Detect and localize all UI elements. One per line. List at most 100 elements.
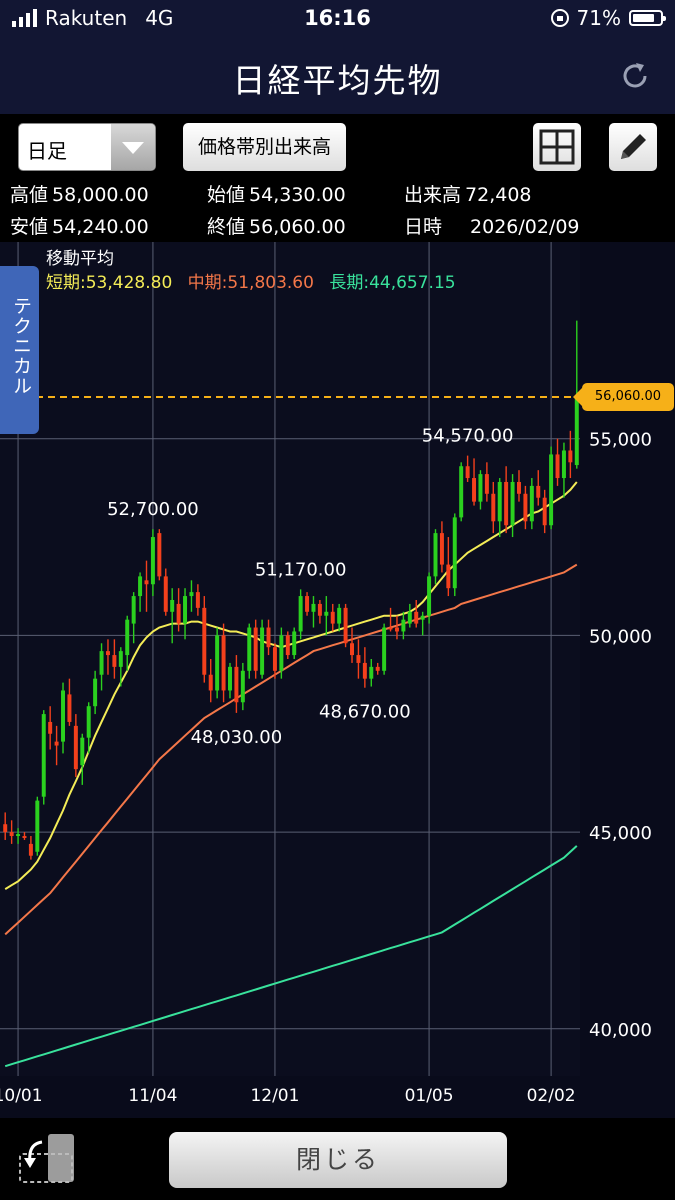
candle-body	[73, 725, 78, 770]
price-annotation: 48,670.00	[319, 702, 411, 723]
candle-body	[343, 607, 348, 644]
ma-short-value: 53,428.80	[85, 273, 173, 293]
quote-volume-value: 72,408	[465, 184, 532, 206]
ma-mid-value: 51,803.60	[227, 273, 314, 293]
candle-body	[337, 607, 342, 624]
candle-body	[439, 533, 444, 565]
candle	[163, 568, 168, 616]
candle	[221, 623, 226, 703]
candle	[202, 596, 207, 683]
quote-open-label: 始値	[207, 184, 246, 206]
period-select[interactable]: 日足	[18, 123, 156, 171]
candle	[375, 662, 380, 675]
candle	[183, 588, 188, 640]
candle	[516, 470, 521, 502]
candle-body	[388, 627, 393, 630]
candle-body	[48, 721, 53, 734]
candle	[478, 470, 483, 510]
candle	[208, 659, 213, 703]
moving-average-title: 移動平均	[46, 249, 114, 269]
candle	[311, 596, 316, 628]
technical-tab[interactable]: テクニカル	[0, 266, 39, 434]
candle	[317, 599, 322, 624]
candle-body	[472, 478, 477, 502]
candle-body	[561, 450, 566, 479]
candle-body	[170, 599, 175, 612]
candle-body	[491, 493, 496, 522]
candle-body	[93, 678, 98, 707]
candle	[305, 592, 310, 616]
candle-body	[163, 576, 168, 612]
candle-body	[555, 454, 560, 479]
quote-volume: 出来高 72,408	[404, 180, 532, 207]
candle	[337, 603, 342, 632]
candle-body	[362, 662, 367, 679]
rotate-screen-icon[interactable]	[18, 1130, 76, 1186]
candle	[549, 446, 554, 530]
candle	[28, 836, 33, 860]
candle	[350, 627, 355, 663]
candle	[138, 572, 143, 612]
moving-average-legend: 短期:53,428.80 中期:51,803.60 長期:44,657.15	[46, 268, 456, 293]
candle-body	[452, 517, 457, 589]
ma-long-label: 長期:	[329, 273, 370, 293]
candle	[61, 682, 66, 754]
candle-body	[549, 454, 554, 526]
orientation-lock-icon	[550, 9, 569, 27]
battery-percent: 71%	[576, 6, 621, 30]
candle-body	[202, 607, 207, 675]
candle-body	[183, 596, 188, 624]
candle	[484, 462, 489, 502]
refresh-icon[interactable]	[619, 60, 651, 92]
candle	[324, 596, 329, 636]
volume-by-price-button[interactable]: 価格帯別出来高	[183, 123, 346, 171]
candle-body	[240, 670, 245, 703]
candle	[504, 466, 509, 534]
candle-body	[3, 824, 8, 833]
candle-body	[118, 651, 123, 667]
candle-body	[272, 647, 277, 671]
quote-date-value: 2026/02/09	[470, 216, 580, 238]
x-tick-label: 10/01	[0, 1086, 43, 1106]
candle	[86, 702, 91, 754]
candle-body	[298, 596, 303, 632]
candle-body	[112, 655, 117, 667]
candle-body	[125, 619, 130, 656]
close-button[interactable]: 閉じる	[169, 1132, 507, 1188]
candle-body	[542, 497, 547, 526]
candle	[105, 639, 110, 675]
candle	[247, 623, 252, 679]
candle	[497, 478, 502, 538]
layout-grid-button[interactable]	[533, 123, 581, 171]
candle	[16, 828, 21, 844]
candle-body	[16, 834, 21, 837]
candle-body	[80, 737, 85, 766]
quote-open-value: 54,330.00	[249, 184, 346, 206]
candle-body	[504, 481, 509, 526]
draw-button[interactable]	[609, 123, 657, 171]
candle-body	[394, 627, 399, 632]
candle	[157, 529, 162, 581]
candle-body	[215, 635, 220, 691]
quote-open: 始値 54,330.00	[207, 180, 346, 207]
candle-body	[247, 627, 252, 671]
quote-low: 安値 54,240.00	[10, 212, 149, 239]
candlestick-chart[interactable]: 40,000 45,000 50,000 55,000 10/01 11/04 12/01 0…	[0, 242, 675, 1118]
candle-body	[9, 832, 14, 837]
candle	[394, 615, 399, 640]
candle-body	[350, 643, 355, 656]
candle-body	[484, 474, 489, 494]
candle	[510, 474, 515, 538]
candle	[279, 627, 284, 679]
candle	[427, 572, 432, 624]
candle	[189, 580, 194, 612]
candle	[523, 485, 528, 530]
candle-body	[279, 635, 284, 671]
candle	[459, 462, 464, 522]
quote-date-label: 日時	[404, 216, 443, 238]
candle	[272, 643, 277, 679]
quote-high: 高値 58,000.00	[10, 180, 149, 207]
candle	[439, 521, 444, 573]
network-type: 4G	[145, 6, 174, 30]
candle-body	[144, 580, 149, 585]
